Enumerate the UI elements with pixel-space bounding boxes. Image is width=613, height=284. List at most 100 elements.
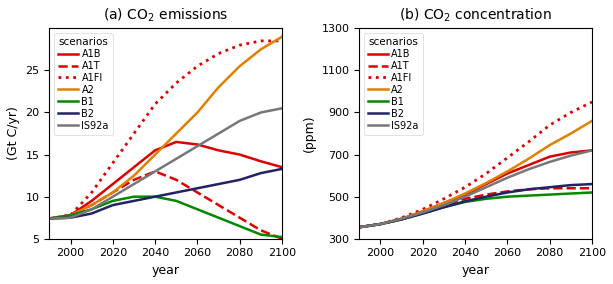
A1FI [109, 161, 116, 165]
B1 [546, 193, 554, 196]
A1T [482, 193, 490, 196]
Y-axis label: (ppm): (ppm) [303, 115, 316, 152]
IS92a [504, 176, 511, 179]
B2 [440, 206, 447, 209]
B2 [278, 167, 286, 171]
Line: A2: A2 [359, 121, 592, 227]
A1FI [46, 217, 53, 220]
A1FI [356, 225, 363, 229]
A1FI [588, 100, 596, 104]
A1T [504, 190, 511, 193]
A1T [278, 237, 286, 241]
A1B [257, 160, 265, 163]
A1T [356, 225, 363, 229]
A2 [67, 214, 74, 217]
Legend: A1B, A1T, A1FI, A2, B1, B2, IS92a: A1B, A1T, A1FI, A2, B1, B2, IS92a [54, 33, 113, 135]
A1T [525, 188, 532, 191]
B2 [419, 212, 427, 215]
A2 [419, 210, 427, 213]
Line: A2: A2 [50, 37, 282, 219]
A1T [215, 203, 223, 207]
A1B [67, 214, 74, 217]
A1T [419, 211, 427, 214]
A1FI [440, 197, 447, 201]
B2 [462, 200, 469, 203]
A1FI [67, 214, 74, 217]
A1B [46, 217, 53, 220]
B1 [377, 222, 384, 226]
A1B [504, 172, 511, 175]
IS92a [194, 145, 201, 148]
A1T [151, 170, 159, 173]
Line: A1FI: A1FI [359, 102, 592, 227]
A1T [109, 191, 116, 194]
IS92a [131, 182, 138, 186]
A1T [377, 222, 384, 226]
A2 [88, 203, 96, 207]
B2 [215, 182, 223, 186]
IS92a [462, 195, 469, 199]
B2 [151, 195, 159, 199]
B2 [67, 216, 74, 220]
A1T [131, 178, 138, 181]
IS92a [46, 217, 53, 220]
A1T [398, 218, 405, 221]
A1T [236, 216, 243, 220]
B2 [588, 182, 596, 186]
A1FI [419, 208, 427, 211]
B2 [88, 212, 96, 215]
A1B [215, 149, 223, 152]
A2 [278, 35, 286, 38]
Title: (a) CO$_2$ emissions: (a) CO$_2$ emissions [103, 7, 229, 24]
A1FI [236, 43, 243, 47]
A1B [377, 222, 384, 226]
B2 [482, 195, 490, 199]
A1FI [482, 172, 490, 175]
IS92a [567, 154, 574, 157]
B1 [567, 192, 574, 195]
B1 [278, 235, 286, 239]
Legend: A1B, A1T, A1FI, A2, B1, B2, IS92a: A1B, A1T, A1FI, A2, B1, B2, IS92a [364, 33, 422, 135]
IS92a [88, 208, 96, 211]
A1FI [131, 132, 138, 135]
IS92a [419, 211, 427, 214]
IS92a [525, 168, 532, 171]
A2 [236, 64, 243, 68]
IS92a [398, 217, 405, 220]
A1T [440, 203, 447, 207]
IS92a [236, 119, 243, 123]
A1T [462, 197, 469, 201]
B2 [173, 191, 180, 194]
A1B [236, 153, 243, 156]
IS92a [440, 203, 447, 207]
B1 [67, 214, 74, 217]
IS92a [377, 222, 384, 226]
A1B [356, 225, 363, 229]
B1 [504, 195, 511, 199]
A1B [419, 210, 427, 213]
IS92a [215, 132, 223, 135]
B2 [236, 178, 243, 181]
A1FI [504, 156, 511, 159]
A1B [567, 151, 574, 154]
Line: IS92a: IS92a [359, 150, 592, 227]
A1FI [194, 64, 201, 68]
A2 [173, 132, 180, 135]
B1 [588, 191, 596, 194]
X-axis label: year: year [151, 264, 180, 277]
A1T [194, 191, 201, 194]
A1B [278, 166, 286, 169]
B2 [546, 185, 554, 189]
A1FI [377, 222, 384, 226]
X-axis label: year: year [462, 264, 490, 277]
A1T [173, 178, 180, 181]
A1B [588, 149, 596, 152]
B1 [151, 195, 159, 199]
Line: A1B: A1B [50, 142, 282, 219]
A1B [525, 163, 532, 167]
Title: (b) CO$_2$ concentration: (b) CO$_2$ concentration [399, 7, 552, 24]
B1 [236, 224, 243, 228]
A1FI [88, 191, 96, 194]
Line: B1: B1 [359, 193, 592, 227]
A2 [588, 119, 596, 123]
